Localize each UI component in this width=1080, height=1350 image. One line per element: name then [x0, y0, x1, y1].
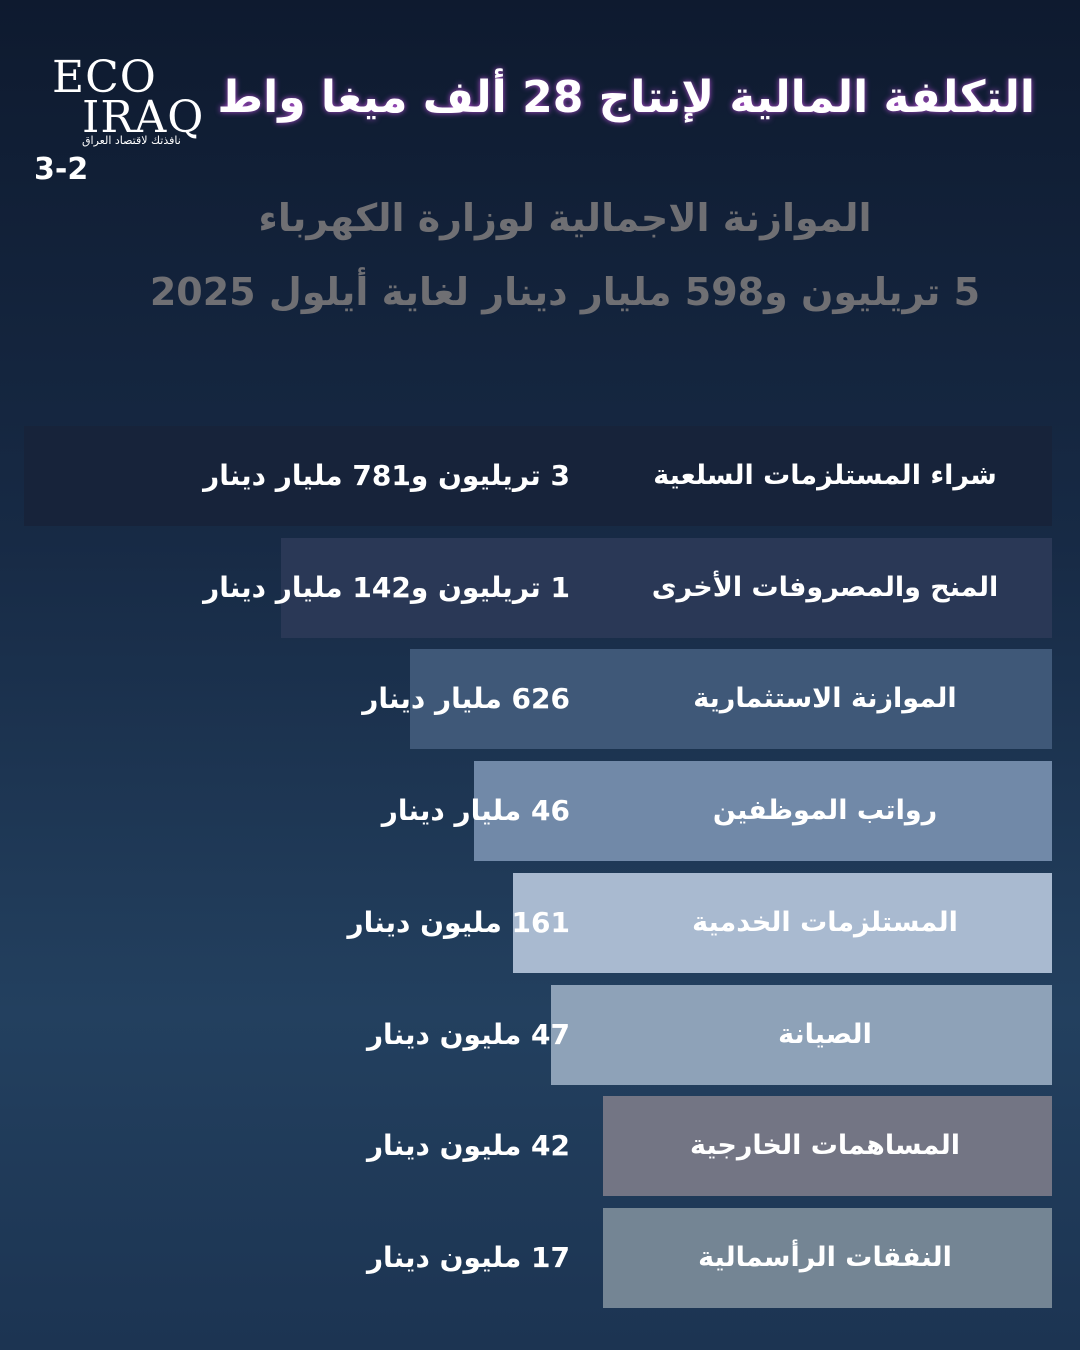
row-bar — [603, 1207, 1052, 1308]
row-label: الموازنة الاستثمارية — [693, 683, 957, 715]
row-label: النفقات الرأسمالية — [698, 1241, 952, 1273]
row-amount: 46 مليار دينار — [381, 794, 570, 828]
row-amount: 626 مليار دينار — [362, 682, 570, 716]
row-amount: 17 مليون دينار — [366, 1240, 570, 1274]
logo-tagline: نافذتك لاقتصاد العراق — [82, 134, 181, 147]
row-label: الصيانة — [778, 1018, 872, 1050]
page-number: 3-2 — [34, 152, 89, 187]
row-label: رواتب الموظفين — [712, 795, 938, 827]
row-amount: 3 تريليون و781 مليار دينار — [203, 459, 570, 492]
row-label: شراء المستلزمات السلعية — [653, 460, 997, 491]
row-amount: 47 مليون دينار — [366, 1017, 570, 1051]
row-label: المساهمات الخارجية — [690, 1130, 960, 1162]
row-bar — [474, 761, 1052, 862]
row-amount: 1 تريليون و142 مليار دينار — [203, 570, 570, 604]
row-amount: 161 مليون دينار — [347, 905, 570, 939]
row-bar — [551, 984, 1052, 1085]
row-bar — [513, 872, 1052, 973]
subtitle: 5 تريليون و598 مليار دينار لغاية أيلول 2… — [149, 270, 981, 314]
row-amount: 42 مليون دينار — [366, 1129, 570, 1163]
row-bar — [24, 426, 1052, 526]
subtitle: الموازنة الاجمالية لوزارة الكهرباء — [258, 196, 872, 240]
logo-text: IRAQ — [82, 92, 205, 143]
row-bar — [603, 1096, 1052, 1197]
row-label: المنح والمصروفات الأخرى — [651, 571, 999, 603]
row-bar — [410, 649, 1052, 750]
row-label: المستلزمات الخدمية — [692, 906, 958, 938]
row-bar — [281, 537, 1052, 638]
logo-text: ECO — [52, 52, 157, 103]
title: التكلفة المالية لإنتاج 28 ألف ميغا واط — [217, 72, 1035, 123]
